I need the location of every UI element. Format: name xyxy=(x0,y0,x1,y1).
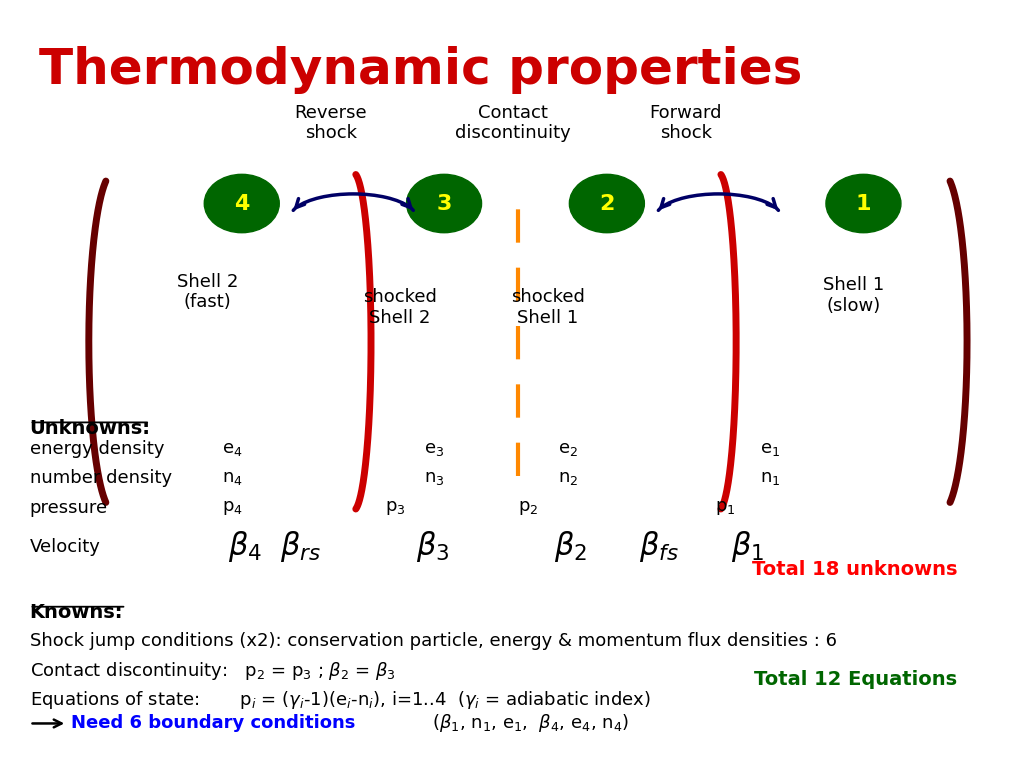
Text: $\beta_4$: $\beta_4$ xyxy=(227,529,262,564)
Text: e$_2$: e$_2$ xyxy=(557,440,578,458)
Text: 3: 3 xyxy=(436,194,452,214)
Text: n$_3$: n$_3$ xyxy=(424,468,444,487)
Text: p$_3$: p$_3$ xyxy=(385,499,406,518)
Text: energy density: energy density xyxy=(30,440,164,458)
Text: shocked
Shell 2: shocked Shell 2 xyxy=(362,288,436,327)
Text: p$_1$: p$_1$ xyxy=(716,499,736,518)
Circle shape xyxy=(826,174,901,233)
Circle shape xyxy=(204,174,280,233)
Text: Total 18 unknowns: Total 18 unknowns xyxy=(752,561,957,579)
Text: $\beta_{rs}$: $\beta_{rs}$ xyxy=(281,529,322,564)
Text: Need 6 boundary conditions: Need 6 boundary conditions xyxy=(71,714,355,733)
Text: Forward
shock: Forward shock xyxy=(649,104,722,143)
Text: $\beta_{fs}$: $\beta_{fs}$ xyxy=(639,529,679,564)
Text: number density: number density xyxy=(30,468,172,487)
Text: Shock jump conditions (x2): conservation particle, energy & momentum flux densit: Shock jump conditions (x2): conservation… xyxy=(30,632,837,650)
Text: Unknowns:: Unknowns: xyxy=(30,419,151,438)
Text: shocked
Shell 1: shocked Shell 1 xyxy=(511,288,585,327)
Circle shape xyxy=(569,174,644,233)
Text: 2: 2 xyxy=(599,194,614,214)
Text: 4: 4 xyxy=(234,194,250,214)
Text: n$_1$: n$_1$ xyxy=(760,468,780,487)
Text: e$_1$: e$_1$ xyxy=(760,440,780,458)
Text: n$_2$: n$_2$ xyxy=(557,468,578,487)
Text: Shell 1
(slow): Shell 1 (slow) xyxy=(823,276,884,316)
Text: $\beta_2$: $\beta_2$ xyxy=(554,529,587,564)
Text: n$_4$: n$_4$ xyxy=(222,468,243,487)
Text: Reverse
shock: Reverse shock xyxy=(294,104,367,143)
Text: p$_4$: p$_4$ xyxy=(222,499,243,518)
Text: pressure: pressure xyxy=(30,499,108,518)
Text: e$_4$: e$_4$ xyxy=(222,440,243,458)
Text: 1: 1 xyxy=(856,194,871,214)
Text: $\beta_3$: $\beta_3$ xyxy=(416,529,449,564)
Text: Contact
discontinuity: Contact discontinuity xyxy=(456,104,571,143)
Text: Shell 2
(fast): Shell 2 (fast) xyxy=(176,273,238,312)
FancyBboxPatch shape xyxy=(0,0,996,768)
Circle shape xyxy=(407,174,481,233)
Text: p$_2$: p$_2$ xyxy=(518,499,539,518)
Text: Equations of state:       p$_i$ = ($\gamma_i$-1)(e$_i$-n$_i$), i=1..4  ($\gamma_: Equations of state: p$_i$ = ($\gamma_i$-… xyxy=(30,689,650,711)
Text: Thermodynamic properties: Thermodynamic properties xyxy=(40,46,803,94)
Text: $\beta_1$: $\beta_1$ xyxy=(731,529,765,564)
Text: ($\beta_1$, n$_1$, e$_1$,  $\beta_4$, e$_4$, n$_4$): ($\beta_1$, n$_1$, e$_1$, $\beta_4$, e$_… xyxy=(432,713,630,734)
Text: Total 12 Equations: Total 12 Equations xyxy=(754,670,957,689)
Text: Knowns:: Knowns: xyxy=(30,603,123,622)
Text: Velocity: Velocity xyxy=(30,538,100,556)
Text: Contact discontinuity:   p$_2$ = p$_3$ ; $\beta_2$ = $\beta_3$: Contact discontinuity: p$_2$ = p$_3$ ; $… xyxy=(30,660,395,683)
Text: e$_3$: e$_3$ xyxy=(424,440,444,458)
